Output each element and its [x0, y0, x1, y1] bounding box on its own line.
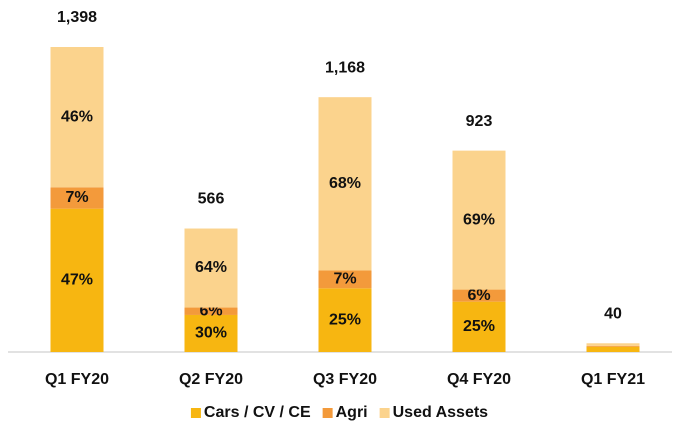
total-label: 923 — [466, 113, 493, 130]
segment-label: 25% — [329, 311, 361, 328]
segment-label: 46% — [61, 108, 93, 125]
x-tick-label: Q1 FY21 — [581, 371, 645, 388]
legend-label: Agri — [336, 404, 368, 421]
segment-label: 47% — [61, 272, 93, 289]
bar-segment — [50, 208, 104, 352]
bar-segment — [318, 270, 372, 289]
bar-segment — [318, 97, 372, 271]
segment-label: 6% — [467, 287, 490, 304]
bar-segment — [452, 150, 506, 290]
bar-segment — [184, 314, 238, 352]
bar-segment — [50, 47, 104, 188]
x-tick-label: Q1 FY20 — [45, 371, 109, 388]
legend-label: Used Assets — [393, 404, 489, 421]
total-label: 40 — [604, 305, 622, 322]
total-label: 1,168 — [325, 59, 365, 76]
segment-label: 69% — [463, 211, 495, 228]
bar-segment — [452, 289, 506, 302]
segment-label: 7% — [65, 189, 88, 206]
segment-label: 64% — [195, 259, 227, 276]
bar-segment — [184, 307, 238, 315]
bar-segment — [586, 345, 640, 347]
legend-swatch — [190, 408, 201, 418]
bar-segment — [452, 301, 506, 352]
segment-label: 25% — [463, 318, 495, 335]
legend-swatch — [379, 408, 390, 418]
segment-label: 7% — [333, 271, 356, 288]
bar-segment — [318, 288, 372, 352]
bar-segment — [184, 228, 238, 308]
legend-swatch — [322, 408, 333, 418]
total-label: 566 — [198, 191, 225, 208]
x-tick-label: Q4 FY20 — [447, 371, 511, 388]
legend-label: Cars / CV / CE — [204, 404, 311, 421]
bar-segment — [50, 187, 104, 209]
x-tick-label: Q2 FY20 — [179, 371, 243, 388]
total-label: 1,398 — [57, 9, 97, 26]
segment-label: 68% — [329, 175, 361, 192]
bar-segment — [586, 343, 640, 346]
x-tick-label: Q3 FY20 — [313, 371, 377, 388]
segment-label: 30% — [195, 325, 227, 342]
bar-segment — [586, 346, 640, 352]
